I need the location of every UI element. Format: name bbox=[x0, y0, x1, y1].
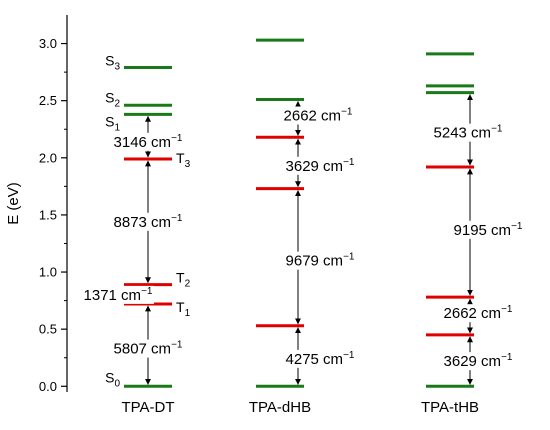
gap-label: 5807 cm−1 bbox=[114, 340, 183, 358]
gap-label-bg bbox=[442, 304, 514, 323]
gap-value: 9679 cm bbox=[286, 253, 344, 270]
level-group bbox=[124, 38, 474, 388]
gap-label: 5243 cm−1 bbox=[434, 124, 503, 142]
gap-label-bg bbox=[432, 123, 504, 142]
gap-exponent: −1 bbox=[171, 340, 183, 351]
gap-label: 2662 cm−1 bbox=[284, 107, 353, 125]
state-subscript: 1 bbox=[114, 122, 120, 133]
gap-exponent: −1 bbox=[501, 352, 513, 363]
gap-label-bg bbox=[82, 285, 154, 304]
gap-label: 3629 cm−1 bbox=[286, 157, 355, 175]
state-subscript: 1 bbox=[185, 308, 191, 319]
state-letter: T bbox=[176, 299, 185, 315]
gap-exponent: −1 bbox=[501, 304, 513, 315]
gap-value: 8873 cm bbox=[114, 214, 172, 231]
gap-value: 4275 cm bbox=[286, 351, 344, 368]
state-label: S3 bbox=[105, 53, 120, 73]
gap-value: 1371 cm bbox=[84, 287, 142, 304]
y-tick-label: 2.5 bbox=[39, 93, 57, 108]
gap-value: 2662 cm bbox=[444, 305, 502, 322]
state-letter: S bbox=[105, 53, 114, 69]
state-label: T2 bbox=[176, 270, 191, 290]
state-letter: S bbox=[105, 113, 114, 129]
gap-value: 5243 cm bbox=[434, 125, 492, 142]
gap-label: 8873 cm−1 bbox=[114, 213, 183, 231]
y-tick-label: 0.0 bbox=[39, 379, 57, 394]
gap-label: 3629 cm−1 bbox=[444, 352, 513, 370]
y-axis-group: 0.0 0.5 1.0 1.5 2.0 2.5 3.0 E (eV) bbox=[5, 15, 68, 394]
state-label: S2 bbox=[105, 89, 120, 109]
gap-exponent: −1 bbox=[343, 252, 355, 263]
gap-label-bg bbox=[112, 339, 184, 358]
gap-label-bg bbox=[112, 212, 184, 231]
gap-value: 9195 cm bbox=[454, 222, 512, 239]
gap-value: 2662 cm bbox=[284, 108, 342, 125]
gap-label: 2662 cm−1 bbox=[444, 304, 513, 322]
gap-exponent: −1 bbox=[171, 213, 183, 224]
state-letter: S bbox=[105, 89, 114, 105]
y-tick-label: 3.0 bbox=[39, 36, 57, 51]
y-tick-label: 0.5 bbox=[39, 322, 57, 337]
state-label: T3 bbox=[176, 150, 191, 170]
gap-exponent: −1 bbox=[141, 286, 153, 297]
gap-exponent: −1 bbox=[343, 157, 355, 168]
state-letter: T bbox=[176, 150, 185, 166]
gap-label-bg bbox=[284, 349, 356, 368]
state-subscript: 3 bbox=[185, 159, 191, 170]
state-subscript: 3 bbox=[114, 62, 120, 73]
gap-exponent: −1 bbox=[171, 133, 183, 144]
y-tick-label: 2.0 bbox=[39, 150, 57, 165]
state-subscript: 2 bbox=[114, 98, 120, 109]
gap-label: 1371 cm−1 bbox=[84, 286, 153, 304]
gap-value: 3629 cm bbox=[286, 158, 344, 175]
state-letter: T bbox=[176, 270, 185, 286]
gap-exponent: −1 bbox=[491, 124, 503, 135]
gap-label: 9679 cm−1 bbox=[286, 252, 355, 270]
gap-label-bg bbox=[112, 132, 184, 151]
molecule-label: TPA-DT bbox=[121, 399, 174, 416]
molecule-label: TPA-dHB bbox=[249, 399, 311, 416]
gap-label-bg bbox=[284, 251, 356, 270]
state-label: S0 bbox=[105, 369, 120, 389]
state-subscript: 0 bbox=[114, 378, 120, 389]
molecule-label: TPA-tHB bbox=[421, 399, 479, 416]
gap-value: 3629 cm bbox=[444, 353, 502, 370]
gap-label: 4275 cm−1 bbox=[286, 350, 355, 368]
state-subscript: 2 bbox=[185, 279, 191, 290]
y-tick-label: 1.0 bbox=[39, 265, 57, 280]
gap-value: 3146 cm bbox=[114, 134, 172, 151]
y-axis-label: E (eV) bbox=[5, 182, 22, 225]
gap-label-bg bbox=[284, 156, 356, 175]
state-label: T1 bbox=[176, 299, 191, 319]
gap-label-bg bbox=[452, 220, 524, 239]
y-tick-label: 1.5 bbox=[39, 207, 57, 222]
gap-label-bg bbox=[282, 106, 354, 125]
gap-exponent: −1 bbox=[511, 221, 523, 232]
state-label: S1 bbox=[105, 113, 120, 133]
state-letter: S bbox=[105, 369, 114, 385]
gap-exponent: −1 bbox=[341, 107, 353, 118]
gap-label-bg bbox=[442, 352, 514, 371]
gap-value: 5807 cm bbox=[114, 341, 172, 358]
gap-label: 9195 cm−1 bbox=[454, 221, 523, 239]
gap-label: 3146 cm−1 bbox=[114, 133, 183, 151]
gap-exponent: −1 bbox=[343, 350, 355, 361]
